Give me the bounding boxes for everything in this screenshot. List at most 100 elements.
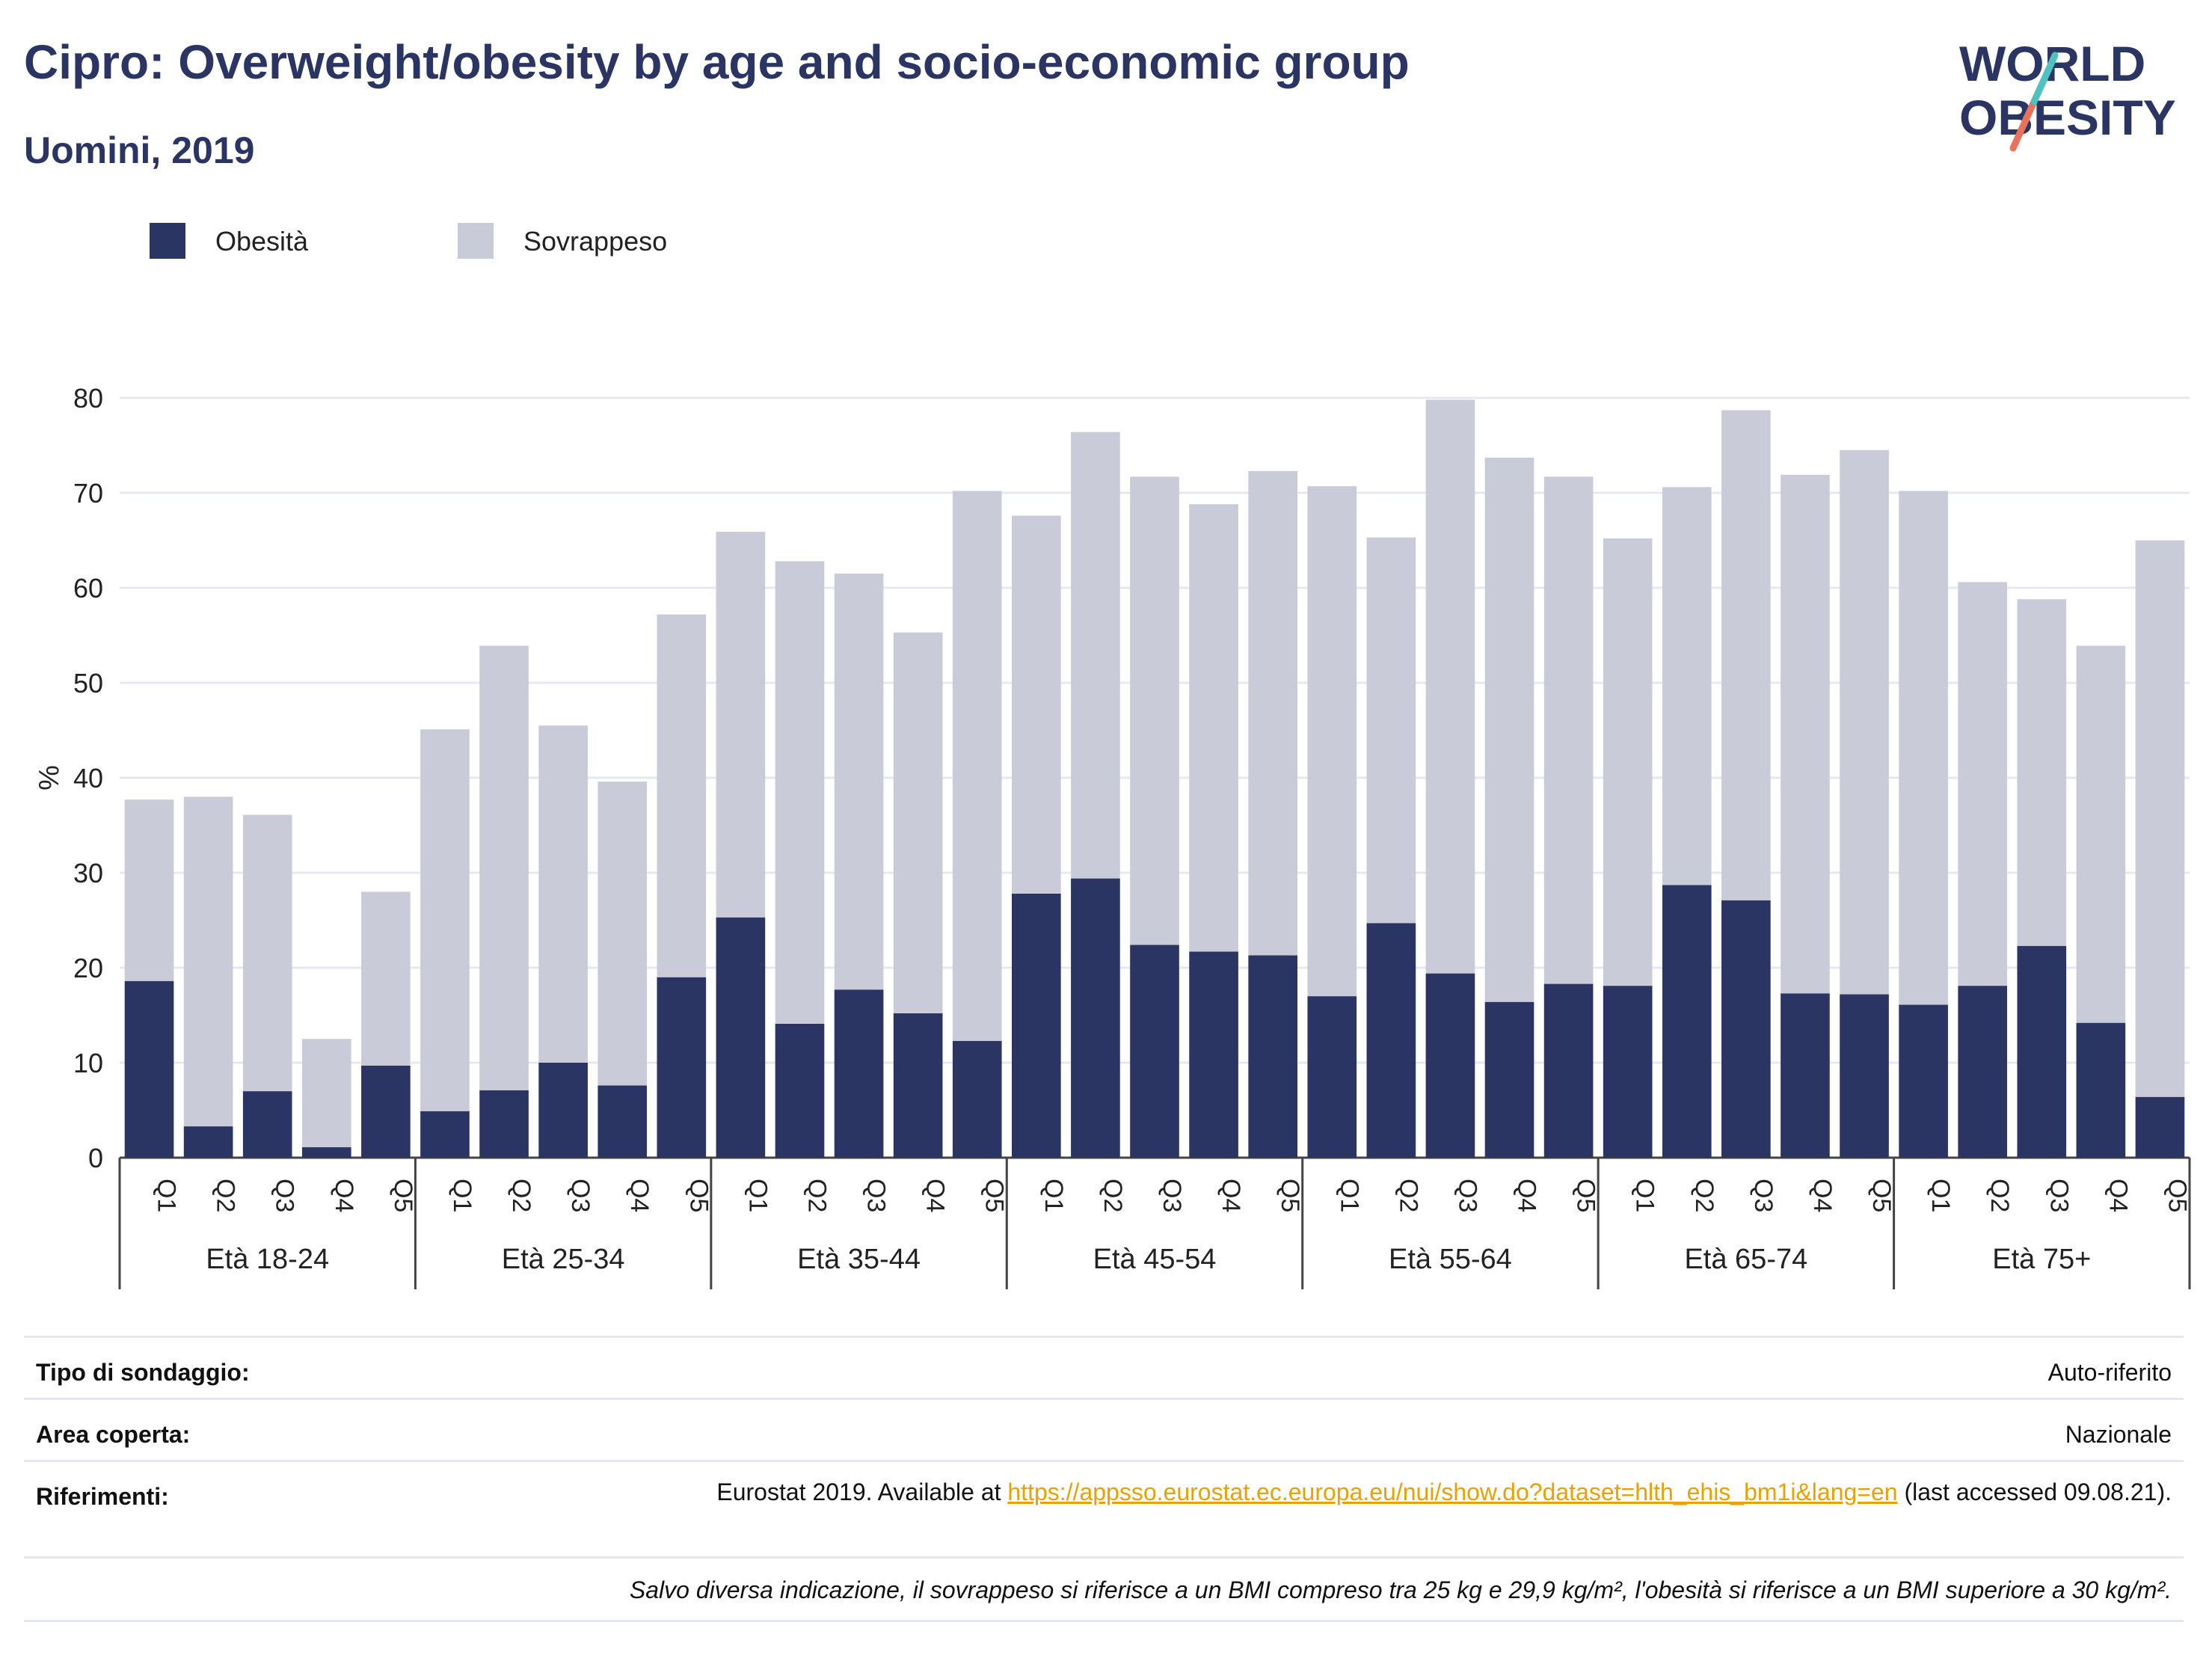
bar-overweight <box>1307 486 1357 997</box>
y-tick-label: 20 <box>73 953 103 983</box>
bar-overweight <box>1603 538 1653 986</box>
bar-overweight <box>893 632 943 1013</box>
bar-overweight <box>124 799 174 981</box>
bar-obesity <box>124 980 174 1158</box>
x-tick-label: Q4 <box>921 1179 950 1212</box>
world-obesity-logo: WORLD OBESITY <box>1944 22 2199 172</box>
x-tick-label: Q5 <box>2163 1179 2191 1212</box>
bar-obesity <box>1721 900 1771 1158</box>
x-tick-label: Q3 <box>271 1179 299 1212</box>
x-tick-label: Q1 <box>1631 1179 1659 1212</box>
info-row-note: Salvo diversa indicazione, il sovrappeso… <box>24 1556 2184 1622</box>
bar-overweight <box>716 532 766 918</box>
x-tick-label: Q1 <box>153 1179 181 1212</box>
x-tick-label: Q4 <box>1808 1179 1837 1212</box>
x-tick-label: Q2 <box>1985 1179 2014 1212</box>
bar-obesity <box>361 1065 411 1158</box>
group-label: Età 35-44 <box>797 1244 921 1275</box>
x-tick-label: Q3 <box>566 1179 595 1212</box>
group-label: Età 45-54 <box>1093 1244 1217 1275</box>
bar-overweight <box>952 491 1002 1041</box>
bar-obesity <box>1662 885 1712 1158</box>
chart-subtitle: Uomini, 2019 <box>24 129 255 171</box>
bar-obesity <box>1071 878 1120 1158</box>
y-tick-label: 80 <box>73 383 103 414</box>
x-tick-label: Q5 <box>684 1179 713 1212</box>
bar-obesity <box>952 1040 1002 1158</box>
references-value: Eurostat 2019. Available at https://apps… <box>676 1476 2172 1508</box>
bar-overweight <box>242 814 292 1092</box>
info-table: Tipo di sondaggio: Auto-riferito Area co… <box>24 1336 2184 1622</box>
x-tick-label: Q4 <box>330 1179 358 1212</box>
x-tick-label: Q2 <box>507 1179 535 1212</box>
bar-overweight <box>1958 582 2008 986</box>
x-tick-label: Q3 <box>2044 1179 2073 1212</box>
bar-overweight <box>1425 399 1475 974</box>
bar-overweight <box>1543 476 1594 984</box>
legend-label-overweight: Sovrappeso <box>523 226 668 257</box>
bar-obesity <box>716 917 766 1158</box>
bar-overweight <box>834 573 884 990</box>
group-label: Età 18-24 <box>206 1244 329 1275</box>
bar-overweight <box>538 725 588 1063</box>
x-tick-label: Q5 <box>980 1179 1009 1212</box>
bar-obesity <box>1484 1001 1534 1158</box>
x-tick-label: Q5 <box>1276 1179 1304 1212</box>
x-tick-label: Q2 <box>1690 1179 1718 1212</box>
x-tick-label: Q2 <box>1099 1179 1127 1212</box>
info-row-area: Area coperta: Nazionale <box>24 1398 2184 1460</box>
bar-overweight <box>183 796 233 1127</box>
area-covered-value: Nazionale <box>2065 1421 2172 1448</box>
bar-overweight <box>361 891 411 1066</box>
bar-overweight <box>597 782 648 1086</box>
bar-obesity <box>1899 1004 1948 1158</box>
group-label: Età 25-34 <box>502 1244 625 1275</box>
eurostat-link[interactable]: https://appsso.eurostat.ec.europa.eu/nui… <box>1007 1479 1898 1505</box>
survey-type-label: Tipo di sondaggio: <box>36 1359 250 1386</box>
bar-overweight <box>1248 470 1297 956</box>
y-tick-label: 70 <box>73 478 103 509</box>
bar-obesity <box>597 1085 648 1158</box>
bar-overweight <box>479 645 529 1090</box>
group-label: Età 65-74 <box>1684 1244 1807 1275</box>
chart-title: Cipro: Overweight/obesity by age and soc… <box>24 35 1410 89</box>
bar-chart: 0 10 20 30 40 50 60 70 80% Q1 Q2 Q3 Q4 Q5 Età 18-24 Q1 Q… <box>34 383 2191 1289</box>
y-tick-label: 10 <box>73 1048 103 1078</box>
bar-overweight <box>1071 432 1120 879</box>
bar-overweight <box>1484 458 1534 1002</box>
legend-swatch-overweight <box>458 223 494 259</box>
x-tick-label: Q3 <box>1158 1179 1186 1212</box>
references-label: Riferimenti: <box>36 1483 169 1510</box>
x-tick-label: Q2 <box>802 1179 831 1212</box>
bar-obesity <box>1130 945 1179 1158</box>
y-axis-label: % <box>34 765 65 790</box>
bar-overweight <box>420 729 470 1111</box>
definition-note: Salvo diversa indicazione, il sovrappeso… <box>629 1576 2172 1603</box>
bar-obesity <box>2076 1022 2126 1158</box>
group-label: Età 75+ <box>1992 1244 2091 1275</box>
bar-overweight <box>657 614 707 977</box>
group-label: Età 55-64 <box>1389 1244 1512 1275</box>
bar-overweight <box>2017 599 2067 946</box>
x-tick-label: Q1 <box>1926 1179 1955 1212</box>
bar-overweight <box>1840 449 1889 995</box>
bar-overweight <box>2076 645 2126 1023</box>
bar-obesity <box>1012 893 1061 1158</box>
x-tick-label: Q1 <box>1335 1179 1363 1212</box>
logo-line2: OBESITY <box>1959 90 2176 145</box>
x-tick-label: Q4 <box>2104 1179 2132 1212</box>
bar-obesity <box>834 989 884 1158</box>
bar-overweight <box>301 1039 351 1148</box>
bar-overweight <box>1130 476 1179 945</box>
bar-obesity <box>1543 983 1594 1158</box>
bar-obesity <box>893 1013 943 1158</box>
x-tick-label: Q3 <box>862 1179 891 1212</box>
x-tick-label: Q5 <box>1572 1179 1600 1212</box>
bar-overweight <box>1012 515 1061 894</box>
bar-obesity <box>1840 994 1889 1158</box>
x-tick-label: Q1 <box>1039 1179 1068 1212</box>
bar-obesity <box>657 977 707 1158</box>
bar-overweight <box>775 561 825 1024</box>
x-tick-label: Q3 <box>1749 1179 1778 1212</box>
references-prefix: Eurostat 2019. Available at <box>716 1479 1008 1505</box>
